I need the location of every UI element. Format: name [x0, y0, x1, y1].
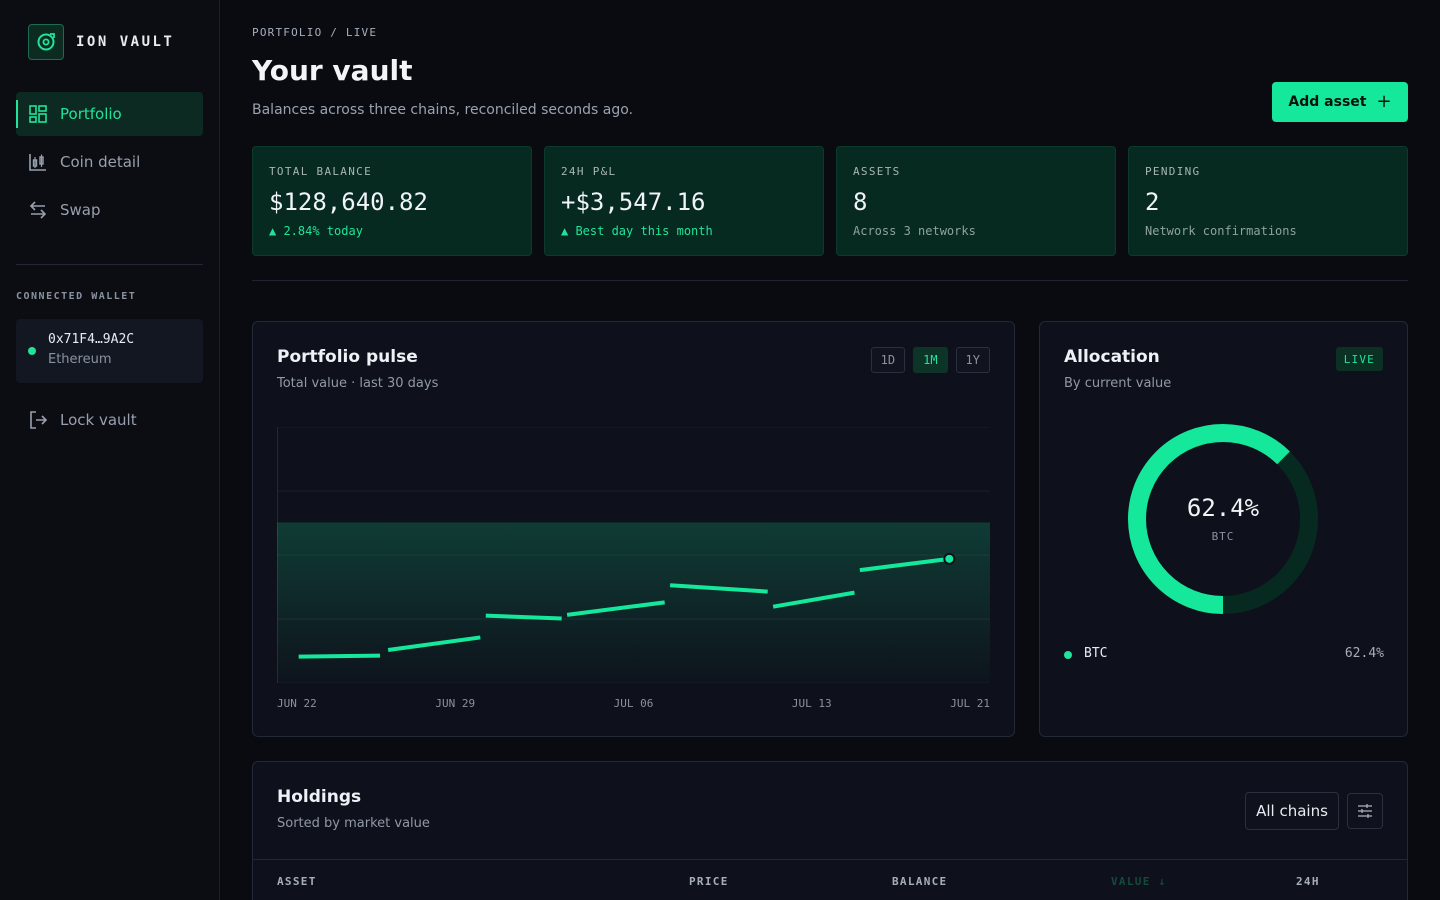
- legend-value: 62.4%: [1344, 646, 1384, 661]
- range-1d-button[interactable]: 1D: [870, 347, 906, 373]
- stat-note: Across 3 networks: [853, 224, 976, 238]
- stat-label: TOTAL BALANCE: [269, 165, 372, 178]
- range-1y-button[interactable]: 1Y: [955, 347, 990, 373]
- chart-line-segment: [485, 613, 562, 621]
- sidebar-nav: Portfolio Coin detail Swap: [16, 92, 203, 236]
- stat-note: ▲ Best day this month: [561, 224, 713, 238]
- stat-card-assets: ASSETS 8 Across 3 networks: [836, 146, 1116, 256]
- stat-label: PENDING: [1145, 165, 1201, 178]
- wallet-network: Ethereum: [48, 352, 112, 367]
- sidebar-item-label: Swap: [60, 201, 101, 219]
- pulse-subtitle: Total value · last 30 days: [277, 376, 439, 391]
- sidebar-item-label: Portfolio: [60, 105, 122, 123]
- chart-line-segment: [669, 583, 768, 594]
- stat-label: 24H P&L: [561, 165, 617, 178]
- chain-filter-select[interactable]: All chains: [1245, 792, 1339, 830]
- sliders-icon: [1358, 804, 1372, 818]
- sidebar: ION VAULT Portfolio Coin detail: [0, 0, 220, 900]
- legend-dot: [1064, 651, 1072, 659]
- donut-center-value: 62.4%: [1186, 494, 1260, 522]
- donut-slice-btc: [1128, 424, 1318, 614]
- chart-area-band: [277, 522, 990, 683]
- chart-line-segment: [298, 653, 381, 659]
- add-asset-button[interactable]: Add asset +: [1272, 82, 1408, 122]
- portfolio-pulse-card: Portfolio pulse Total value · last 30 da…: [252, 321, 1015, 737]
- page-title: Your vault: [252, 54, 413, 87]
- wallet-address: 0x71F4…9A2C: [48, 332, 135, 347]
- holdings-title: Holdings: [277, 787, 362, 807]
- swap-arrows-icon: [29, 201, 47, 219]
- x-tick-label: JUL 13: [791, 697, 832, 710]
- sidebar-item-label: Coin detail: [60, 153, 141, 171]
- stat-value: 8: [853, 188, 868, 216]
- wallet-caption: CONNECTED WALLET: [16, 291, 137, 302]
- column-header-asset[interactable]: ASSET: [277, 875, 317, 888]
- donut-center-label: BTC: [1211, 530, 1235, 543]
- live-badge: LIVE: [1335, 347, 1383, 371]
- chart-line-segment: [387, 635, 481, 652]
- sidebar-divider: [16, 264, 203, 265]
- stat-value: $128,640.82: [269, 188, 428, 216]
- stat-card-pending: PENDING 2 Network confirmations: [1128, 146, 1408, 256]
- pulse-title: Portfolio pulse: [277, 347, 418, 367]
- stat-card-total-balance: TOTAL BALANCE $128,640.82 ▲ 2.84% today: [252, 146, 532, 256]
- wallet-card[interactable]: 0x71F4…9A2C Ethereum: [16, 319, 203, 383]
- chart-line-segment: [566, 600, 665, 617]
- x-axis-ticks: JUN 22 JUN 29 JUL 06 JUL 13 JUL 21: [277, 697, 990, 711]
- filter-settings-button[interactable]: [1347, 793, 1383, 829]
- stat-note: Network confirmations: [1145, 224, 1297, 238]
- range-1m-button[interactable]: 1M: [913, 347, 948, 373]
- holdings-card: Holdings Sorted by market value All chai…: [252, 761, 1408, 900]
- legend-item: BTC 62.4%: [1064, 646, 1384, 664]
- grid-icon: [29, 105, 47, 123]
- column-header-price[interactable]: PRICE: [689, 875, 729, 888]
- brand[interactable]: ION VAULT: [28, 24, 174, 60]
- section-divider: [252, 280, 1408, 281]
- column-header-24h[interactable]: 24H: [1296, 875, 1320, 888]
- add-asset-label: Add asset: [1288, 94, 1367, 110]
- column-header-balance[interactable]: BALANCE: [892, 875, 948, 888]
- chart-line-segment: [859, 556, 950, 573]
- stat-card-pnl: 24H P&L +$3,547.16 ▲ Best day this month: [544, 146, 824, 256]
- breadcrumb: PORTFOLIO / LIVE: [252, 26, 378, 39]
- stat-label: ASSETS: [853, 165, 901, 178]
- sidebar-item-portfolio[interactable]: Portfolio: [16, 92, 203, 136]
- x-tick-label: JUL 21: [950, 697, 990, 710]
- allocation-subtitle: By current value: [1064, 376, 1172, 391]
- holdings-subtitle: Sorted by market value: [277, 816, 430, 831]
- column-header-value[interactable]: VALUE ↓: [1111, 875, 1167, 888]
- x-tick-label: JUL 06: [613, 697, 654, 710]
- sidebar-item-swap[interactable]: Swap: [16, 188, 203, 232]
- legend-name: BTC: [1084, 646, 1108, 661]
- stat-value: +$3,547.16: [561, 188, 706, 216]
- stat-note: ▲ 2.84% today: [269, 224, 363, 238]
- allocation-donut: [1128, 424, 1318, 614]
- brand-name: ION VAULT: [76, 34, 175, 50]
- allocation-title: Allocation: [1064, 347, 1160, 367]
- stats-row: TOTAL BALANCE $128,640.82 ▲ 2.84% today …: [252, 146, 1408, 256]
- wallet-status-dot: [28, 347, 36, 355]
- logout-icon: [30, 411, 48, 429]
- chart-latest-point[interactable]: [943, 552, 956, 565]
- x-tick-label: JUN 22: [277, 697, 317, 710]
- chart-line-segment: [772, 590, 855, 609]
- lock-vault-area: Lock vault: [16, 398, 203, 446]
- vault-logo-icon: [28, 24, 64, 60]
- page-subtitle: Balances across three chains, reconciled…: [252, 102, 634, 118]
- sidebar-item-coin-detail[interactable]: Coin detail: [16, 140, 203, 184]
- plus-icon: +: [1376, 91, 1392, 112]
- range-selector: 1D 1M 1Y: [870, 347, 990, 373]
- portfolio-line-chart: [277, 427, 990, 683]
- lock-vault-button[interactable]: Lock vault: [16, 398, 203, 442]
- allocation-card: Allocation By current value LIVE 62.4% B…: [1039, 321, 1408, 737]
- stat-value: 2: [1145, 188, 1160, 216]
- lock-vault-label: Lock vault: [60, 411, 137, 429]
- x-tick-label: JUN 29: [435, 697, 476, 710]
- candlestick-icon: [29, 154, 46, 171]
- holdings-divider: [253, 859, 1407, 860]
